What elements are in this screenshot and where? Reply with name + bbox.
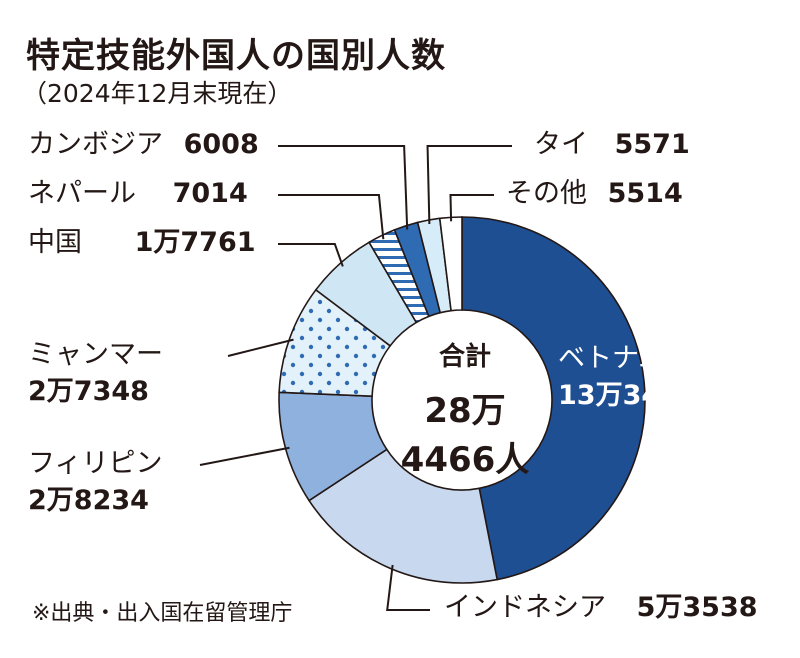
label-myanmar-value: 2万7348	[28, 376, 149, 407]
label-vietnam-value: 13万3478人	[558, 380, 725, 411]
label-nepal-name: ネパール	[28, 178, 136, 209]
leader-line-philippines	[199, 446, 290, 466]
label-indonesia: インドネシア 5万3538	[444, 594, 758, 621]
leader-line-china	[278, 243, 344, 267]
label-other-name: その他	[506, 178, 587, 209]
label-philippines: フィリピン 2万8234	[28, 450, 162, 514]
label-china: 中国 1万7761	[28, 229, 256, 256]
label-philippines-name: フィリピン	[28, 448, 163, 479]
leader-line-indonesia	[386, 564, 430, 611]
source-note: ※出典・出入国在留管理庁	[32, 601, 293, 626]
center-total-label: 合計	[438, 342, 491, 372]
slice-vietnam	[461, 216, 646, 581]
leader-line-myanmar	[227, 338, 294, 357]
center-total-value-1: 28万	[424, 391, 506, 431]
label-china-name: 中国	[28, 227, 82, 258]
label-myanmar-name: ミャンマー	[28, 339, 163, 370]
slice-other	[438, 216, 463, 312]
label-nepal: ネパール 7014	[28, 180, 248, 207]
label-myanmar: ミャンマー 2万7348	[28, 341, 163, 405]
label-thailand-name: タイ	[534, 129, 588, 160]
label-other-value: 5514	[607, 178, 683, 209]
label-philippines-value: 2万8234	[28, 485, 149, 516]
label-cambodia-value: 6008	[183, 129, 259, 160]
label-vietnam-name: ベトナム	[558, 343, 666, 374]
label-vietnam: ベトナム 13万3478人	[558, 345, 725, 409]
center-total-value-2: 4466人	[400, 440, 530, 480]
label-thailand: タイ 5571	[534, 131, 690, 158]
chart-title: 特定技能外国人の国別人数	[26, 36, 446, 76]
leader-line-thailand	[426, 145, 512, 225]
chart-subtitle: （2024年12月末現在）	[22, 79, 293, 108]
label-other: その他 5514	[506, 180, 683, 207]
label-thailand-value: 5571	[614, 129, 690, 160]
leader-line-nepal	[278, 194, 385, 240]
donut-center: 合計 28万 4466人	[372, 336, 558, 481]
label-china-value: 1万7761	[134, 227, 256, 258]
leader-line-cambodia	[278, 145, 409, 230]
label-cambodia-name: カンボジア	[28, 129, 163, 160]
leader-line-other	[449, 194, 494, 222]
label-nepal-value: 7014	[172, 178, 248, 209]
slice-indonesia	[307, 448, 499, 584]
label-indonesia-name: インドネシア	[444, 592, 606, 623]
label-cambodia: カンボジア 6008	[28, 131, 259, 158]
label-indonesia-value: 5万3538	[636, 592, 758, 623]
